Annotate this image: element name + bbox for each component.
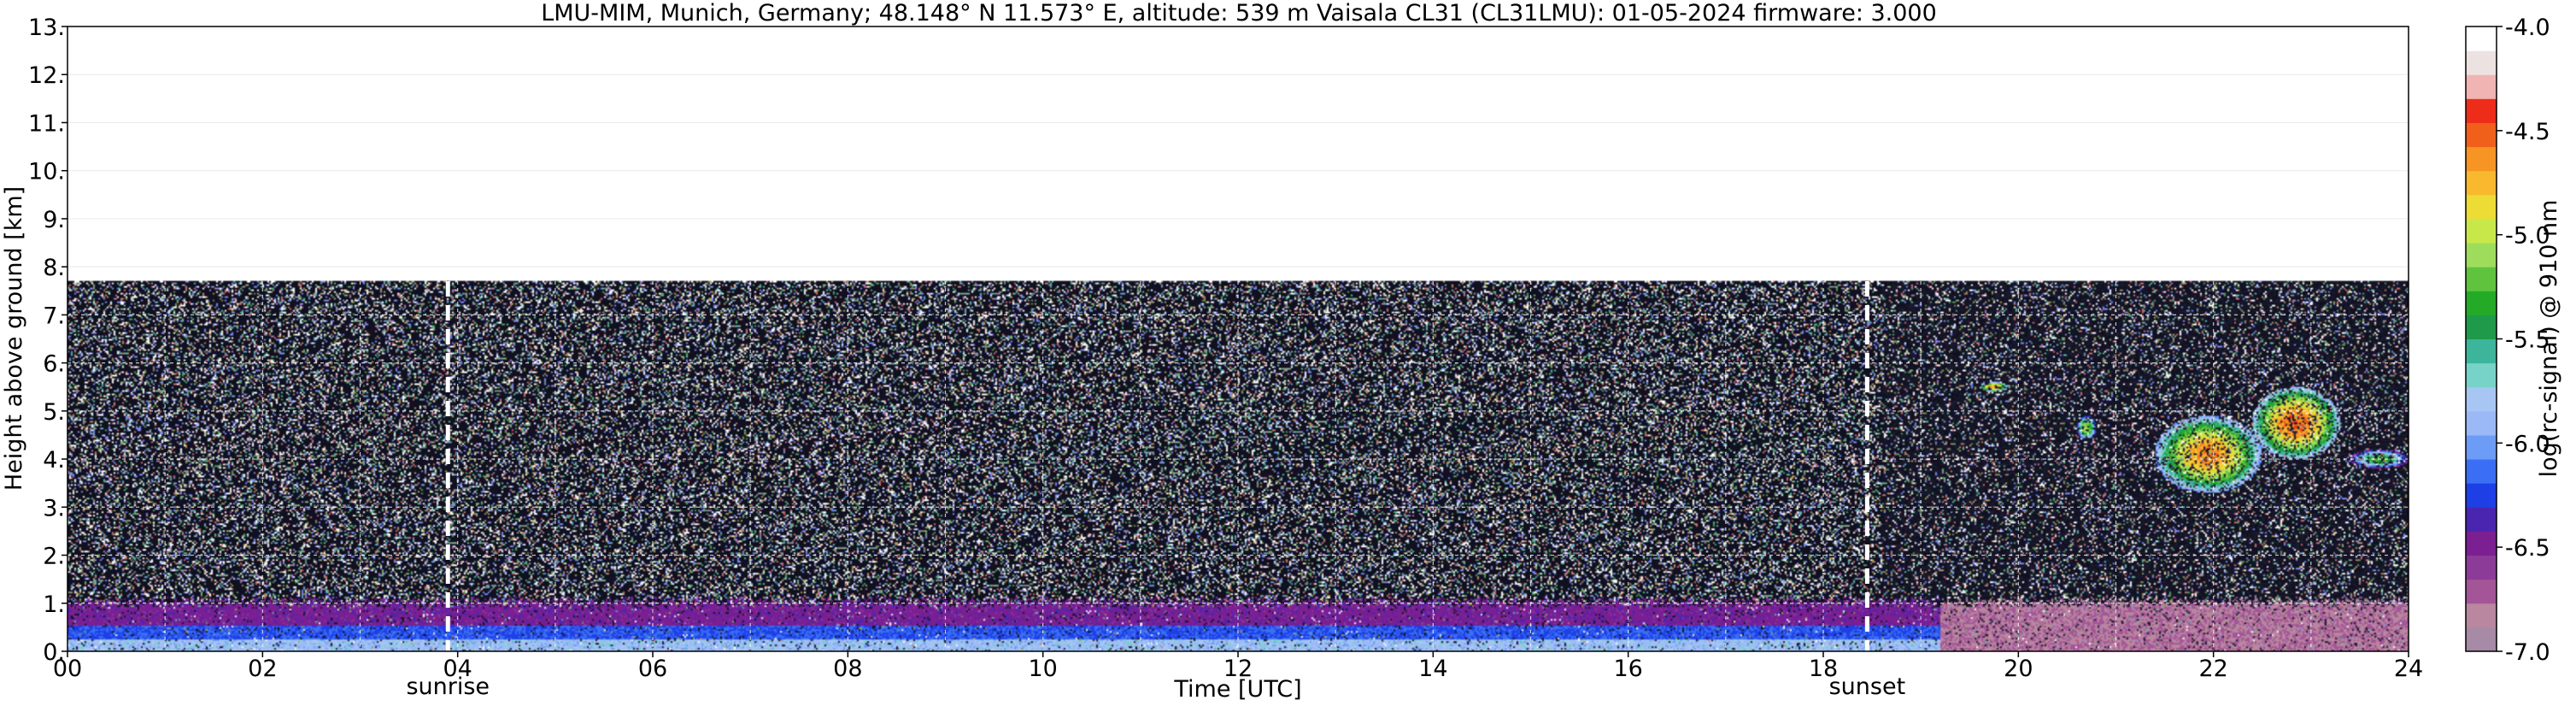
colorbar-tick-label: -5.0 bbox=[2505, 223, 2550, 250]
colorbar-swatch bbox=[2466, 579, 2497, 604]
y-tick-label: 8. bbox=[43, 255, 65, 281]
x-tick-label: 12 bbox=[1223, 656, 1253, 682]
x-tick-label: 04 bbox=[443, 656, 472, 682]
chart-title: LMU-MIM, Munich, Germany; 48.148° N 11.5… bbox=[541, 0, 1937, 26]
colorbar-tick-label: -4.0 bbox=[2505, 15, 2550, 41]
colorbar-swatch bbox=[2466, 555, 2497, 580]
x-tick-label: 22 bbox=[2198, 656, 2227, 682]
colorbar-swatch bbox=[2466, 362, 2497, 388]
colorbar-label: log(rc-signal) @ 910 nm bbox=[2536, 200, 2562, 478]
y-tick-label: 12. bbox=[28, 62, 65, 89]
x-axis-label: Time [UTC] bbox=[1173, 676, 1301, 703]
colorbar-swatch bbox=[2466, 243, 2497, 268]
x-tick-label: 08 bbox=[833, 656, 862, 682]
plot-area: sunrise sunset bbox=[67, 26, 2409, 700]
dashed-gridlines bbox=[67, 74, 2409, 651]
sunset-label: sunset bbox=[1829, 674, 1906, 700]
colorbar-swatch bbox=[2466, 74, 2497, 99]
y-tick-label: 1. bbox=[43, 591, 65, 618]
x-tick-label: 06 bbox=[638, 656, 667, 682]
y-tick-label: 10. bbox=[28, 159, 65, 185]
colorbar-ticks: -4.0 -4.5 -5.0 -5.5 -6.0 -6.5 -7.0 bbox=[2497, 15, 2550, 666]
colorbar-swatch bbox=[2466, 483, 2497, 508]
y-tick-label: 2. bbox=[43, 544, 65, 570]
colorbar-swatch bbox=[2466, 122, 2497, 148]
y-tick-label: 5. bbox=[43, 399, 65, 426]
colorbar-swatch bbox=[2466, 98, 2497, 123]
x-axis: 00 02 04 06 08 10 12 14 16 18 20 22 24 bbox=[53, 651, 2423, 682]
colorbar-swatch bbox=[2466, 507, 2497, 532]
colorbar-swatch bbox=[2466, 459, 2497, 484]
colorbar-tick-label: -6.5 bbox=[2505, 535, 2550, 562]
x-tick-label: 16 bbox=[1613, 656, 1642, 682]
colorbar-swatch bbox=[2466, 170, 2497, 196]
colorbar-swatch bbox=[2466, 338, 2497, 364]
y-tick-label: 4. bbox=[43, 447, 65, 474]
x-tick-label: 10 bbox=[1028, 656, 1057, 682]
colorbar-swatch bbox=[2466, 267, 2497, 291]
colorbar-swatch bbox=[2466, 603, 2497, 628]
colorbar-swatch bbox=[2466, 50, 2497, 75]
colorbar-swatch bbox=[2466, 627, 2497, 652]
colorbar-swatch bbox=[2466, 194, 2497, 220]
x-tick-label: 14 bbox=[1418, 656, 1447, 682]
x-tick-label: 18 bbox=[1809, 656, 1838, 682]
colorbar-tick-label: -6.0 bbox=[2505, 431, 2550, 457]
x-tick-label: 24 bbox=[2394, 656, 2423, 682]
x-tick-label: 20 bbox=[2004, 656, 2033, 682]
colorbar-tick-label: -4.5 bbox=[2505, 119, 2550, 145]
colorbar-swatch bbox=[2466, 291, 2497, 315]
colorbar-tick-label: -7.0 bbox=[2505, 639, 2550, 666]
colorbar-swatch bbox=[2466, 434, 2497, 460]
y-tick-label: 11. bbox=[28, 110, 65, 137]
colorbar-swatch bbox=[2466, 410, 2497, 436]
y-tick-label: 7. bbox=[43, 303, 65, 329]
colorbar: -4.0 -4.5 -5.0 -5.5 -6.0 -6.5 -7.0 log(rc-sign… bbox=[2465, 15, 2562, 666]
y-tick-label: 13. bbox=[28, 15, 65, 41]
colorbar-swatch bbox=[2466, 386, 2497, 412]
y-tick-label: 6. bbox=[43, 351, 65, 378]
colorbar-swatch bbox=[2466, 218, 2497, 244]
colorbar-tick-label: -5.5 bbox=[2505, 327, 2550, 354]
y-tick-label: 9. bbox=[43, 207, 65, 233]
colorbar-swatch bbox=[2466, 26, 2497, 51]
y-axis-label: Height above ground [km] bbox=[1, 186, 27, 491]
sunrise-label: sunrise bbox=[406, 674, 490, 700]
y-tick-label: 0. bbox=[43, 639, 65, 666]
x-tick-label: 00 bbox=[53, 656, 82, 682]
y-tick-label: 3. bbox=[43, 495, 65, 521]
colorbar-swatch bbox=[2466, 531, 2497, 556]
x-tick-label: 02 bbox=[248, 656, 277, 682]
colorbar-swatch bbox=[2466, 146, 2497, 172]
colorbar-swatch bbox=[2466, 315, 2497, 339]
y-axis: 0. 1. 2. 3. 4. 5. 6. 7. 8. 9. 10. 11. 12. 13. bbox=[28, 15, 67, 666]
sun-markers: sunrise sunset bbox=[406, 281, 1905, 700]
colorbar-swatches bbox=[2466, 26, 2497, 652]
